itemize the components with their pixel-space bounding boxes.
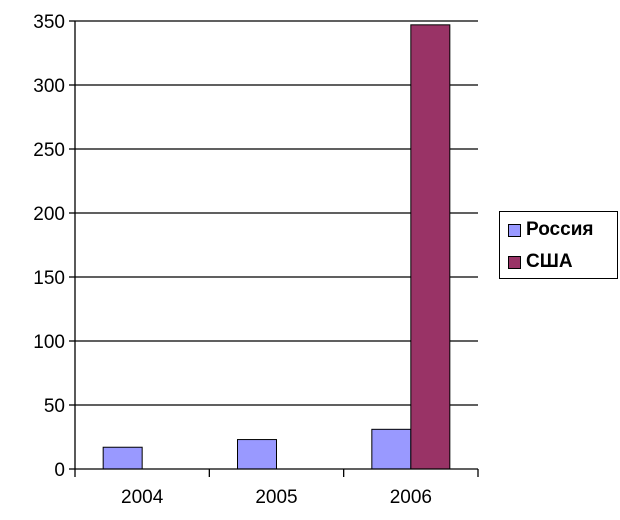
legend-item-russia: Россия [508,219,593,241]
y-tick-label: 150 [33,268,65,289]
y-tick-label: 0 [54,460,65,481]
legend-item-usa: США [508,251,573,273]
y-tick-label: 200 [33,204,65,225]
y-tick-labels: 0 50 100 150 200 250 300 350 [33,12,65,481]
legend-swatch-russia [508,223,521,237]
x-tick-label: 2005 [255,487,297,508]
x-tick-label: 2006 [390,487,432,508]
bar-russia-2004 [102,446,143,470]
bar-usa-2006 [410,24,451,470]
bars [102,24,451,470]
y-tick-label: 300 [33,76,65,97]
legend-label-russia: Россия [526,219,594,240]
y-tick-label: 250 [33,140,65,161]
x-tick-labels: 2004 2005 2006 [121,487,432,508]
legend: Россия США [499,211,618,279]
y-tick-label: 350 [33,12,65,33]
y-tick-label: 100 [33,332,65,353]
legend-label-usa: США [526,251,573,272]
x-tick-label: 2004 [121,487,164,508]
axes [69,20,479,477]
gridlines [75,20,478,406]
y-tick-label: 50 [44,396,65,417]
bar-russia-2005 [237,439,277,470]
legend-swatch-usa [508,255,521,269]
bar-russia-2006 [371,428,412,470]
